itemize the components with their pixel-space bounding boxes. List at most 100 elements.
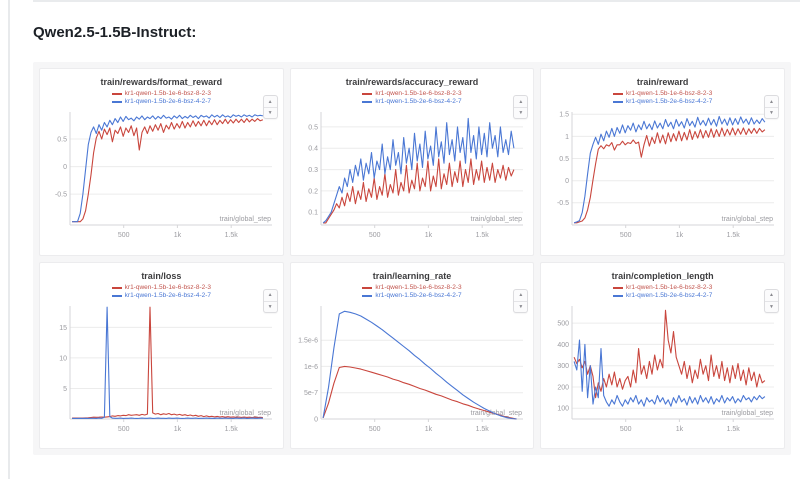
svg-text:0: 0 <box>314 416 318 423</box>
legend-item[interactable]: kr1-qwen-1.5b-1e-6-bsz-8-2-3 <box>541 90 784 98</box>
svg-text:500: 500 <box>557 320 569 327</box>
legend-line-blue <box>612 294 623 297</box>
svg-text:5e-7: 5e-7 <box>304 390 318 397</box>
svg-text:1k: 1k <box>675 232 683 239</box>
svg-text:400: 400 <box>557 341 569 348</box>
legend-line-red <box>362 286 373 289</box>
step-down-icon[interactable]: ▼ <box>514 107 528 118</box>
svg-text:1.5k: 1.5k <box>476 426 490 433</box>
legend-item[interactable]: kr1-qwen-1.5b-2e-6-bsz-4-2-7 <box>291 98 534 106</box>
panel-stepper: ▲ ▼ <box>764 288 779 313</box>
line-chart[interactable]: 1.5 1 0.5 0 -0.5 500 1k 1.5k train/global_step <box>544 107 782 245</box>
step-down-icon[interactable]: ▼ <box>765 300 778 312</box>
svg-text:10: 10 <box>60 355 68 362</box>
legend-item[interactable]: kr1-qwen-1.5b-2e-6-bsz-4-2-7 <box>541 98 784 106</box>
svg-text:0.2: 0.2 <box>308 188 318 195</box>
svg-text:1.5: 1.5 <box>559 112 569 119</box>
chart-title: train/completion_length <box>611 270 714 281</box>
svg-text:train/global_step: train/global_step <box>220 410 271 417</box>
svg-text:0.1: 0.1 <box>308 210 318 217</box>
svg-text:500: 500 <box>118 232 130 239</box>
legend-label: kr1-qwen-1.5b-2e-6-bsz-4-2-7 <box>375 98 462 105</box>
line-chart[interactable]: 15 10 5 500 1k 1.5k train/global_step <box>42 301 280 439</box>
legend-label: kr1-qwen-1.5b-2e-6-bsz-4-2-7 <box>124 291 211 299</box>
step-down-icon[interactable]: ▼ <box>514 300 528 312</box>
svg-text:500: 500 <box>369 426 381 433</box>
legend-item[interactable]: kr1-qwen-1.5b-2e-6-bsz-4-2-7 <box>291 292 534 300</box>
legend-item[interactable]: kr1-qwen-1.5b-1e-6-bsz-8-2-3 <box>541 284 784 292</box>
legend-label: kr1-qwen-1.5b-1e-6-bsz-8-2-3 <box>124 90 211 97</box>
legend-label: kr1-qwen-1.5b-2e-6-bsz-4-2-7 <box>375 291 462 299</box>
legend-line-red <box>111 93 122 95</box>
panel-stepper: ▲ ▼ <box>262 288 278 313</box>
svg-text:train/global_step: train/global_step <box>721 216 772 223</box>
chart-header: train/completion_length kr1-qwen-1.5b-1e… <box>541 263 784 300</box>
svg-text:0: 0 <box>565 178 569 185</box>
svg-text:200: 200 <box>557 384 569 391</box>
svg-text:1e-6: 1e-6 <box>304 363 318 370</box>
line-chart[interactable]: 0.5 0.4 0.3 0.2 0.1 500 1k 1.5k train/global_ste… <box>293 107 531 245</box>
step-up-icon[interactable]: ▲ <box>769 98 774 105</box>
legend-item[interactable]: kr1-qwen-1.5b-2e-6-bsz-4-2-7 <box>40 98 283 106</box>
chart-card-reward: train/reward kr1-qwen-1.5b-1e-6-bsz-8-2-… <box>540 68 785 256</box>
legend-line-red <box>111 286 122 289</box>
svg-text:1k: 1k <box>425 232 433 239</box>
svg-text:1.5k: 1.5k <box>476 232 490 239</box>
chart-card-learning-rate: train/learning_rate kr1-qwen-1.5b-1e-6-b… <box>289 261 535 449</box>
svg-text:1k: 1k <box>174 426 182 433</box>
svg-text:1.5e-6: 1.5e-6 <box>298 337 318 344</box>
legend-label: kr1-qwen-1.5b-2e-6-bsz-4-2-7 <box>124 98 211 105</box>
chart-title: train/reward <box>636 77 689 87</box>
chart-legend: kr1-qwen-1.5b-1e-6-bsz-8-2-3 kr1-qwen-1.… <box>541 284 784 300</box>
line-chart[interactable]: 1.5e-6 1e-6 5e-7 0 500 1k 1.5k train/global_ste… <box>293 301 531 439</box>
legend-item[interactable]: kr1-qwen-1.5b-2e-6-bsz-4-2-7 <box>541 292 784 300</box>
svg-text:0: 0 <box>63 164 67 171</box>
svg-text:1.5k: 1.5k <box>225 426 239 433</box>
svg-text:5: 5 <box>63 385 67 392</box>
svg-text:-0.5: -0.5 <box>557 200 569 207</box>
step-down-icon[interactable]: ▼ <box>263 107 277 118</box>
page-title: Qwen2.5-1.5B-Instruct: <box>33 24 197 41</box>
svg-text:train/global_step: train/global_step <box>220 216 271 223</box>
chart-legend: kr1-qwen-1.5b-1e-6-bsz-8-2-3 kr1-qwen-1.… <box>40 284 283 300</box>
chart-title: train/loss <box>141 270 182 281</box>
step-up-icon[interactable]: ▲ <box>267 292 273 298</box>
legend-item[interactable]: kr1-qwen-1.5b-1e-6-bsz-8-2-3 <box>40 284 283 292</box>
legend-item[interactable]: kr1-qwen-1.5b-1e-6-bsz-8-2-3 <box>291 90 534 98</box>
svg-text:1k: 1k <box>675 426 683 433</box>
step-up-icon[interactable]: ▲ <box>518 292 524 298</box>
legend-item[interactable]: kr1-qwen-1.5b-2e-6-bsz-4-2-7 <box>40 292 283 300</box>
chart-title: train/learning_rate <box>372 270 452 281</box>
svg-text:100: 100 <box>557 405 569 412</box>
chart-card-accuracy-reward: train/rewards/accuracy_reward kr1-qwen-1… <box>289 68 535 256</box>
legend-line-blue <box>612 101 623 103</box>
svg-text:0.5: 0.5 <box>559 156 569 163</box>
step-down-icon[interactable]: ▼ <box>263 300 277 312</box>
panel-stepper: ▲ ▼ <box>513 288 529 313</box>
legend-line-red <box>362 93 373 95</box>
svg-text:500: 500 <box>620 232 632 239</box>
panel-stepper: ▲ ▼ <box>513 95 529 119</box>
svg-text:500: 500 <box>620 426 632 433</box>
chart-header: train/rewards/accuracy_reward kr1-qwen-1… <box>291 69 534 106</box>
svg-text:0.5: 0.5 <box>58 136 68 143</box>
svg-text:300: 300 <box>557 363 569 370</box>
step-up-icon[interactable]: ▲ <box>267 98 273 105</box>
step-down-icon[interactable]: ▼ <box>765 107 778 118</box>
chart-card-loss: train/loss kr1-qwen-1.5b-1e-6-bsz-8-2-3 … <box>39 261 284 449</box>
svg-text:-0.5: -0.5 <box>55 192 67 199</box>
panel-stepper: ▲ ▼ <box>764 95 779 119</box>
legend-label: kr1-qwen-1.5b-1e-6-bsz-8-2-3 <box>375 90 462 97</box>
line-chart[interactable]: 500 400 300 200 100 500 1k 1.5k train/global_ste… <box>544 301 782 439</box>
legend-line-blue <box>362 101 373 103</box>
svg-text:500: 500 <box>118 426 130 433</box>
legend-item[interactable]: kr1-qwen-1.5b-1e-6-bsz-8-2-3 <box>291 284 534 292</box>
step-up-icon[interactable]: ▲ <box>769 292 774 298</box>
step-up-icon[interactable]: ▲ <box>518 98 524 105</box>
legend-label: kr1-qwen-1.5b-2e-6-bsz-4-2-7 <box>625 291 713 299</box>
legend-line-blue <box>111 294 122 297</box>
legend-item[interactable]: kr1-qwen-1.5b-1e-6-bsz-8-2-3 <box>40 90 283 98</box>
chart-legend: kr1-qwen-1.5b-1e-6-bsz-8-2-3 kr1-qwen-1.… <box>291 90 534 106</box>
line-chart[interactable]: 0.5 0 -0.5 500 1k 1.5k train/global_step <box>42 107 280 245</box>
